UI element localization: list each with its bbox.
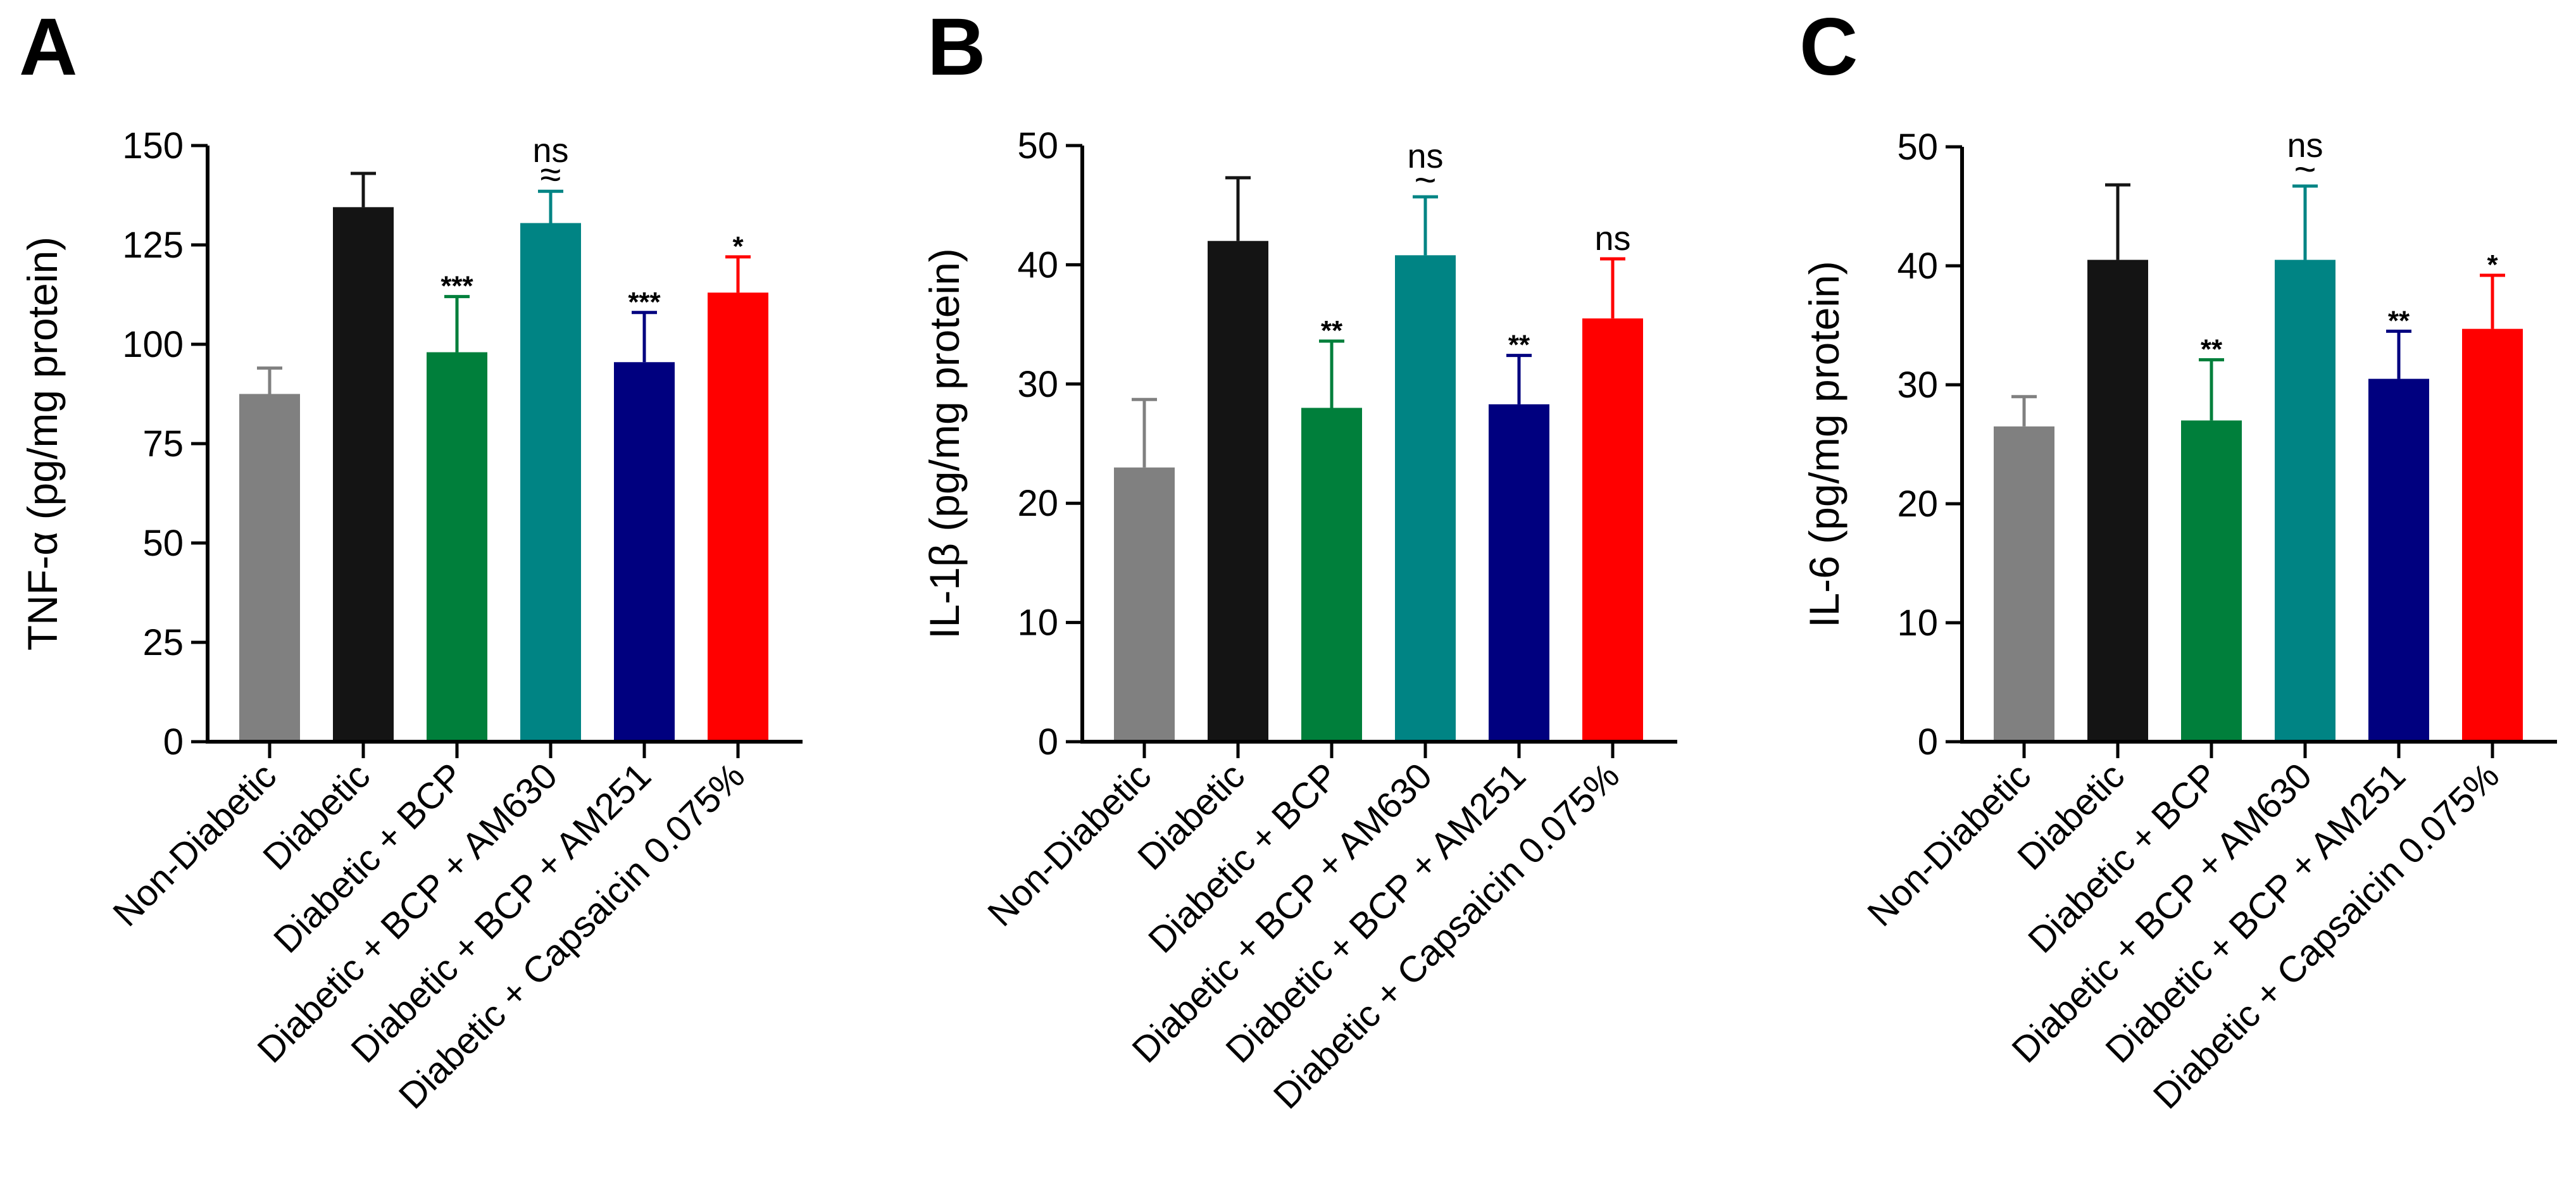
bar-4: [2275, 259, 2335, 742]
significance-label-3: **: [2201, 334, 2223, 365]
bar-2: [1208, 240, 1268, 742]
annotation-symbol-4: ~: [1414, 159, 1436, 201]
y-tick-label-2: 50: [142, 523, 184, 564]
bar-5: [1489, 404, 1549, 742]
chart-panel-b: BIL-1β (pg/mg protein) **~ns**ns010203040…: [921, 2, 1677, 1117]
significance-label-6: ns: [1594, 220, 1630, 258]
panel-letter: A: [19, 2, 77, 92]
y-tick-label-1: 10: [1897, 602, 1938, 644]
significance-label-4: ns: [1407, 137, 1443, 175]
category-label-1: Non-Diabetic: [980, 755, 1159, 934]
y-tick-label-3: 75: [142, 423, 184, 465]
y-tick-label-6: 150: [122, 125, 184, 166]
significance-label-4: ns: [2287, 127, 2323, 165]
y-tick-label-5: 50: [1017, 125, 1058, 166]
y-tick-label-5: 50: [1897, 127, 1938, 168]
panel-letter: C: [1799, 2, 1858, 92]
bar-6: [2462, 328, 2523, 742]
significance-label-5: **: [2388, 305, 2410, 336]
significance-label-3: **: [1321, 315, 1343, 346]
y-axis-label: IL-6 (pg/mg protein): [1801, 261, 1848, 628]
category-label-1: Non-Diabetic: [1860, 755, 2039, 934]
panel-letter: B: [927, 2, 985, 92]
y-axis-label: TNF-α (pg/mg protein): [19, 237, 66, 651]
y-tick-label-3: 30: [1897, 365, 1938, 406]
bar-2: [333, 207, 394, 742]
y-tick-label-1: 10: [1017, 602, 1058, 644]
y-tick-label-0: 0: [1038, 721, 1058, 763]
annotation-symbol-4: ≈: [541, 153, 561, 196]
y-tick-label-0: 0: [163, 721, 184, 763]
significance-label-5: **: [1508, 330, 1530, 361]
significance-label-4: ns: [532, 132, 568, 170]
y-tick-label-4: 40: [1897, 246, 1938, 287]
bar-2: [2087, 259, 2148, 742]
significance-label-6: *: [2487, 249, 2498, 280]
y-tick-label-4: 40: [1017, 244, 1058, 285]
bar-1: [1114, 467, 1175, 742]
bar-4: [520, 223, 581, 742]
bar-6: [1582, 318, 1643, 742]
y-axis-label: IL-1β (pg/mg protein): [921, 248, 968, 639]
y-tick-label-2: 20: [1897, 484, 1938, 525]
bar-3: [2181, 420, 2242, 742]
bar-5: [2368, 378, 2429, 742]
y-tick-label-5: 125: [122, 225, 184, 266]
bar-3: [1301, 408, 1362, 742]
bar-6: [708, 292, 768, 742]
chart-panel-c: CIL-6 (pg/mg protein) **~ns***01020304050…: [1799, 2, 2557, 1117]
bar-1: [239, 394, 300, 742]
y-tick-label-2: 20: [1017, 483, 1058, 524]
annotation-symbol-4: ~: [2294, 148, 2316, 190]
significance-label-6: *: [732, 231, 744, 262]
bar-1: [1994, 426, 2054, 742]
y-tick-label-1: 25: [142, 622, 184, 663]
y-tick-label-3: 30: [1017, 364, 1058, 405]
category-label-1: Non-Diabetic: [105, 755, 284, 934]
bar-5: [614, 362, 675, 742]
bar-4: [1395, 255, 1456, 742]
y-tick-label-4: 100: [122, 324, 184, 365]
y-tick-label-0: 0: [1918, 721, 1938, 763]
significance-label-3: ***: [441, 271, 473, 302]
significance-label-5: ***: [628, 287, 661, 318]
bar-3: [427, 352, 487, 742]
